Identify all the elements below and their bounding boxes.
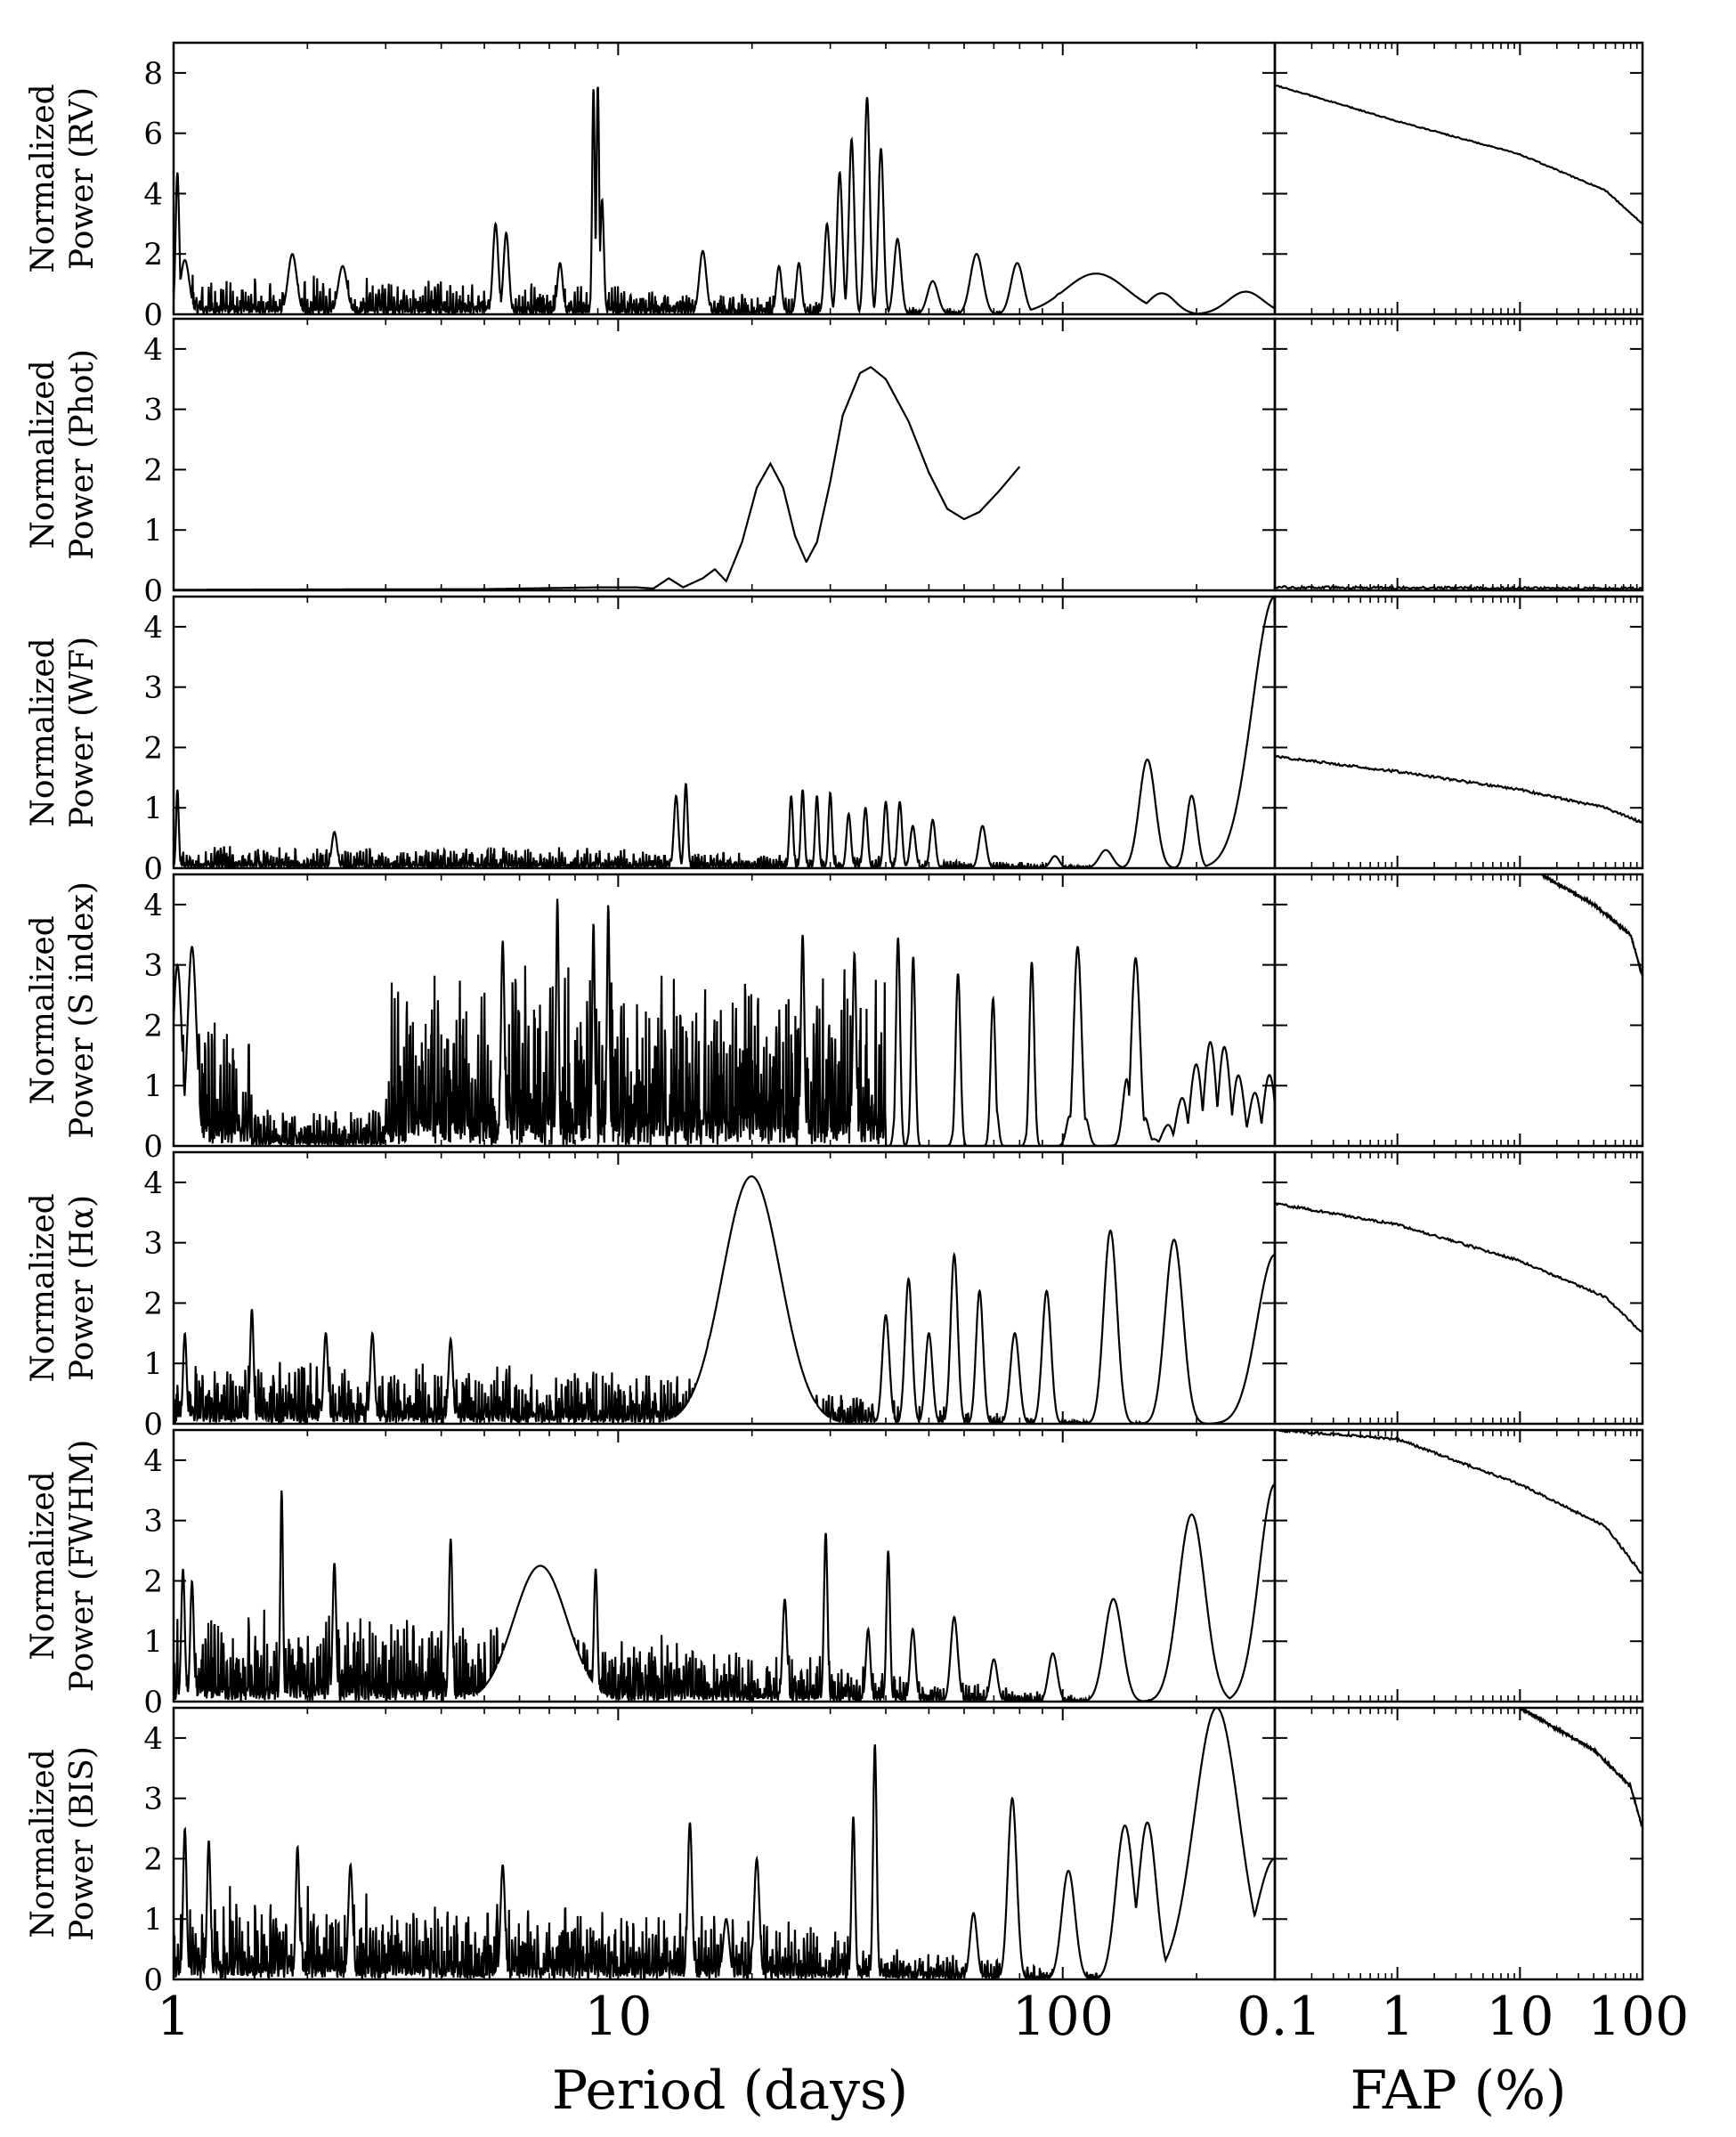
fap-line-rv	[1275, 84, 1643, 225]
periodogram-line-sindex	[174, 898, 1275, 1146]
fap-xtick-label-3: 100	[1587, 1986, 1690, 2048]
period-axis-title-group: Period (days)	[552, 2060, 908, 2122]
ytick-label-bis-1: 1	[143, 1902, 163, 1938]
fap-frame-fwhm	[1273, 1428, 1644, 1703]
ytick-label-bis-0: 0	[143, 1962, 163, 1998]
ylabel-halpha-line-0: Normalized	[25, 1193, 61, 1382]
ytick-label-rv-2: 4	[143, 176, 163, 212]
ytick-label-sindex-0: 0	[143, 1129, 163, 1165]
periodogram-line-rv	[174, 86, 1275, 314]
ytick-label-sindex-1: 1	[143, 1068, 163, 1104]
fap-frame-phot	[1273, 317, 1644, 592]
ylabel-phot: NormalizedPower (Phot)	[25, 349, 101, 560]
ytick-label-halpha-3: 3	[143, 1226, 163, 1262]
ytick-label-wf-4: 4	[143, 610, 163, 646]
fap-axis-title: FAP (%)	[1350, 2060, 1566, 2122]
ytick-label-sindex-3: 3	[143, 948, 163, 984]
ytick-label-phot-3: 3	[143, 393, 163, 428]
ylabel-wf: NormalizedPower (WF)	[25, 637, 101, 828]
ylabel-wf-line-1: Power (WF)	[64, 637, 101, 828]
fap-xtick-label-2: 10	[1486, 1986, 1553, 2048]
fap-xtick-label-1: 1	[1381, 1986, 1415, 2048]
ylabel-wf-line-0: Normalized	[25, 638, 61, 826]
ytick-label-halpha-2: 2	[143, 1286, 163, 1321]
period-xtick-label-1: 10	[584, 1986, 652, 2048]
ylabel-bis: NormalizedPower (BIS)	[25, 1746, 101, 1941]
panel-rv: 0 2 4 6 8 NormalizedPower (RV)	[25, 41, 1644, 333]
ytick-label-phot-2: 2	[143, 452, 163, 488]
fap-line-sindex	[1540, 874, 1643, 978]
panel-sindex: 0 1 2 3 4 NormalizedPower (S index)	[25, 873, 1644, 1165]
fap-frame-sindex	[1273, 873, 1644, 1148]
fap-frame-bis	[1273, 1706, 1644, 1981]
ytick-label-wf-0: 0	[143, 851, 163, 887]
ytick-label-phot-4: 4	[143, 332, 163, 368]
ytick-label-halpha-1: 1	[143, 1346, 163, 1382]
ytick-label-halpha-4: 4	[143, 1166, 163, 1201]
ylabel-sindex-line-0: Normalized	[25, 915, 61, 1104]
ytick-label-wf-2: 2	[143, 730, 163, 766]
period-xtick-label-2: 100	[1011, 1986, 1114, 2048]
ytick-label-bis-3: 3	[143, 1782, 163, 1817]
ylabel-rv-line-0: Normalized	[25, 84, 61, 272]
ytick-label-sindex-2: 2	[143, 1008, 163, 1044]
ylabel-bis-line-0: Normalized	[25, 1749, 61, 1938]
ytick-label-fwhm-3: 3	[143, 1504, 163, 1540]
fap-line-halpha	[1275, 1202, 1643, 1334]
fap-line-wf	[1275, 754, 1643, 824]
periodogram-line-halpha	[174, 1175, 1275, 1424]
ylabel-sindex-line-1: Power (S index)	[64, 882, 101, 1139]
ytick-label-rv-0: 0	[143, 297, 163, 333]
fap-xtick-label-0: 0.1	[1237, 1986, 1321, 2048]
ylabel-phot-line-0: Normalized	[25, 360, 61, 548]
ytick-label-phot-1: 1	[143, 513, 163, 548]
ytick-label-wf-3: 3	[143, 670, 163, 706]
ytick-label-fwhm-0: 0	[143, 1685, 163, 1720]
panel-bis: 0 1 2 3 4 NormalizedPower (BIS)	[25, 1706, 1644, 1998]
ylabel-rv-line-1: Power (RV)	[64, 87, 101, 270]
ytick-label-bis-4: 4	[143, 1721, 163, 1757]
ytick-label-bis-2: 2	[143, 1841, 163, 1877]
fap-axis-title-group: FAP (%)	[1350, 2060, 1566, 2122]
panel-phot: 0 1 2 3 4 NormalizedPower (Phot)	[25, 317, 1644, 609]
periodogram-line-fwhm	[174, 1483, 1275, 1702]
ytick-label-fwhm-1: 1	[143, 1624, 163, 1660]
ytick-label-fwhm-2: 2	[143, 1564, 163, 1599]
ylabel-fwhm-line-1: Power (FWHM)	[64, 1440, 101, 1693]
panel-halpha: 0 1 2 3 4 NormalizedPower (Hα)	[25, 1150, 1644, 1442]
ytick-label-fwhm-4: 4	[143, 1443, 163, 1479]
panel-fwhm: 0 1 2 3 4 NormalizedPower (FWHM)	[25, 1428, 1644, 1720]
ytick-label-halpha-0: 0	[143, 1407, 163, 1442]
fap-frame-rv	[1273, 41, 1644, 316]
ytick-label-rv-4: 8	[143, 56, 163, 92]
ylabel-halpha: NormalizedPower (Hα)	[25, 1193, 101, 1382]
period-axis-title: Period (days)	[552, 2060, 908, 2122]
fap-line-bis	[1519, 1708, 1643, 1828]
ylabel-fwhm-line-0: Normalized	[25, 1471, 61, 1660]
ytick-label-phot-0: 0	[143, 573, 163, 609]
ytick-label-sindex-4: 4	[143, 888, 163, 923]
ylabel-fwhm: NormalizedPower (FWHM)	[25, 1440, 101, 1693]
ytick-label-rv-1: 2	[143, 237, 163, 272]
periodogram-line-wf	[174, 597, 1275, 868]
ylabel-phot-line-1: Power (Phot)	[64, 349, 101, 560]
ytick-label-rv-3: 6	[143, 117, 163, 152]
ytick-label-wf-1: 1	[143, 791, 163, 826]
fap-line-fwhm	[1275, 1430, 1643, 1575]
panel-wf: 0 1 2 3 4 NormalizedPower (WF)	[25, 595, 1644, 887]
ylabel-halpha-line-1: Power (Hα)	[64, 1195, 101, 1381]
fap-frame-wf	[1273, 595, 1644, 870]
ylabel-bis-line-1: Power (BIS)	[64, 1746, 101, 1941]
fap-frame-halpha	[1273, 1150, 1644, 1426]
ylabel-sindex: NormalizedPower (S index)	[25, 882, 101, 1139]
ylabel-rv: NormalizedPower (RV)	[25, 84, 101, 272]
period-xtick-label-0: 1	[157, 1986, 191, 2048]
